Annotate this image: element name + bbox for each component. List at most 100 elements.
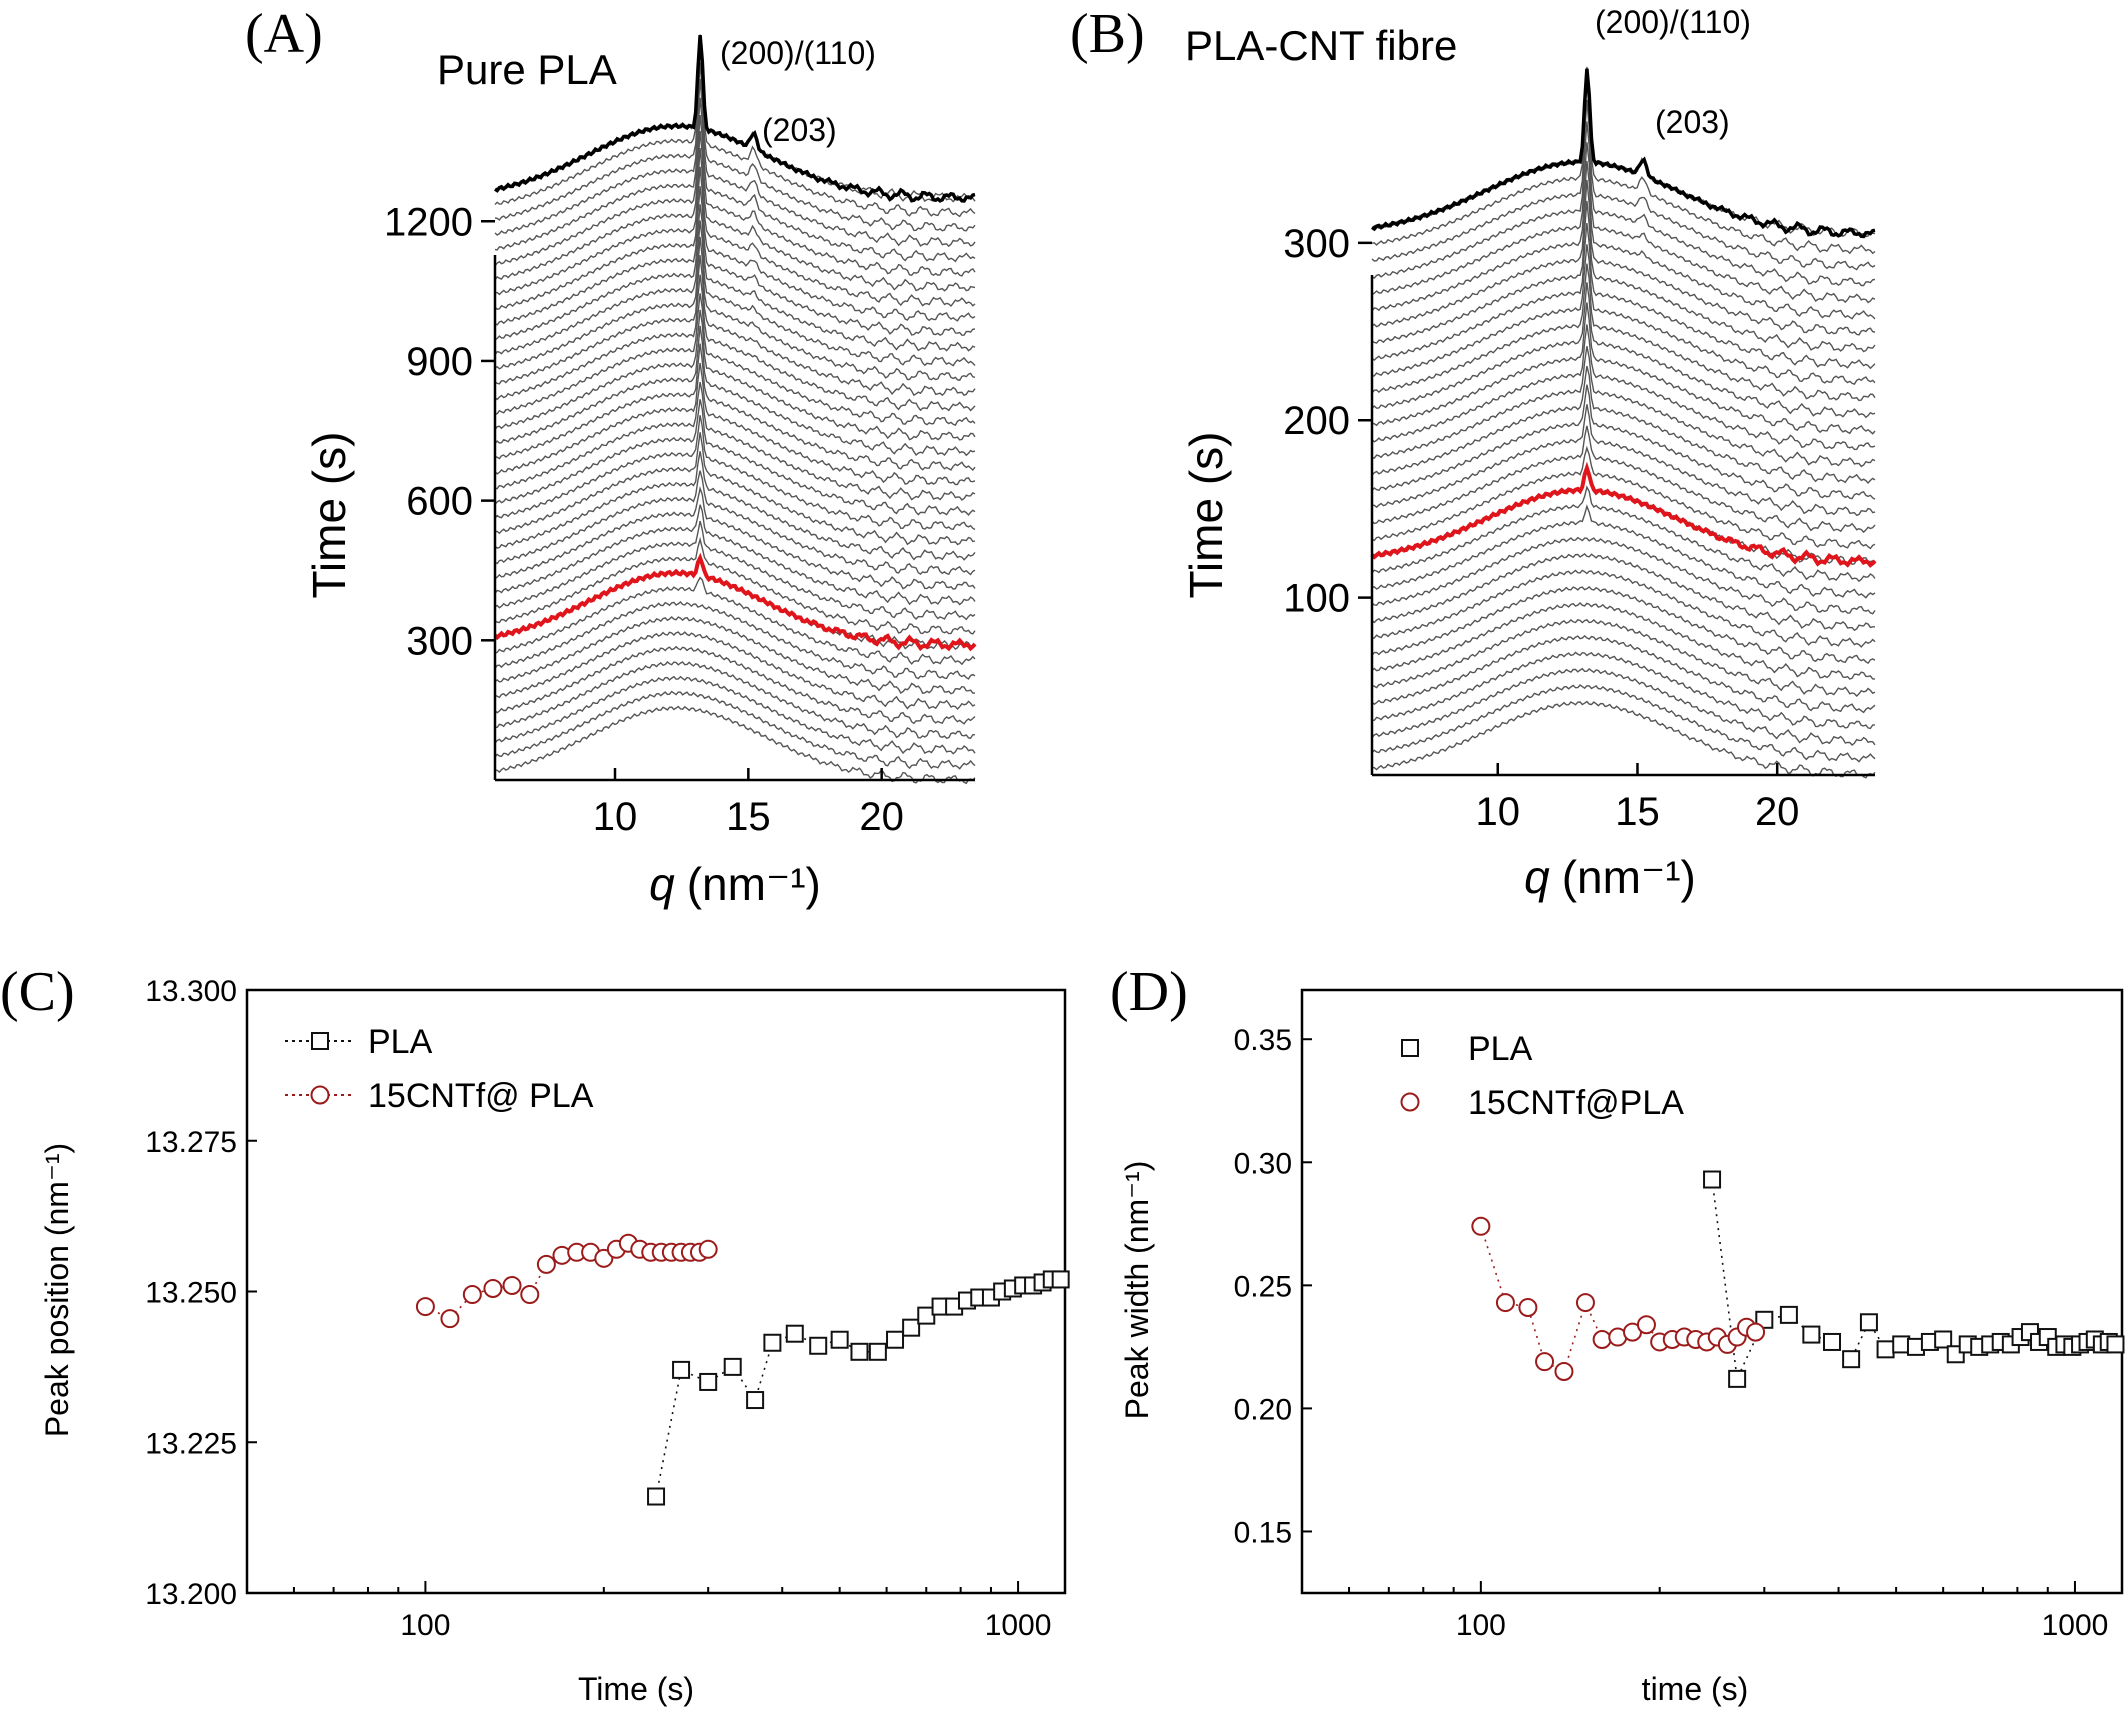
waterfall-trace [1371, 651, 1876, 730]
y-tick-label: 13.300 [145, 975, 237, 1008]
panel-c-legend: PLA 15CNTf@ PLA [285, 1023, 594, 1115]
data-point-cnt [483, 1278, 503, 1298]
waterfall-trace [1371, 602, 1875, 680]
panel-b: (B) PLA-CNT fibre (200)/(110) (203) 100 2… [1070, 3, 1877, 903]
waterfall-trace [494, 631, 976, 711]
panel-c-letter: (C) [0, 961, 75, 1023]
waterfall-trace [494, 451, 976, 561]
panel-d-letter: (D) [1110, 961, 1188, 1023]
waterfall-trace [1371, 346, 1876, 468]
x-tick-label: 100 [400, 1609, 450, 1642]
waterfall-trace [1371, 634, 1876, 714]
y-tick-label: 13.275 [145, 1126, 237, 1159]
waterfall-trace [494, 576, 976, 666]
x-tick-label: 10 [593, 795, 638, 839]
data-point-cnt [1636, 1315, 1656, 1335]
waterfall-trace [494, 415, 976, 531]
waterfall-trace [494, 97, 976, 263]
panel-c-x-label: Time (s) [578, 1671, 694, 1707]
x-tick-label: 20 [1755, 790, 1800, 834]
y-tick-label: 300 [406, 619, 473, 663]
panel-b-traces [1370, 66, 1877, 779]
panel-c-y-label-text: Peak position (nm⁻¹) [39, 1143, 75, 1437]
data-point-cnt [502, 1275, 522, 1295]
waterfall-trace [1371, 160, 1876, 320]
waterfall-trace [494, 204, 976, 352]
data-point-pla [809, 1336, 828, 1355]
data-point-cnt [698, 1239, 718, 1259]
waterfall-trace [1371, 466, 1876, 565]
data-point-cnt [520, 1285, 540, 1305]
data-point-pla [1802, 1325, 1821, 1344]
final-trace [1371, 68, 1876, 239]
panel-d-legend: PLA 15CNTf@PLA [1400, 1030, 1684, 1122]
y-tick-label: 13.200 [145, 1578, 237, 1611]
panel-c-ticks: 13.200 13.225 13.250 13.275 13.300 100 1000 [145, 975, 1051, 1642]
data-point-cnt [1592, 1329, 1612, 1349]
waterfall-trace [495, 661, 976, 739]
waterfall-trace [1371, 425, 1876, 534]
y-tick-label: 0.25 [1234, 1270, 1292, 1303]
y-tick-label: 0.35 [1234, 1024, 1292, 1057]
panel-b-x-label-symbol: q [1524, 851, 1550, 903]
waterfall-trace [1371, 200, 1876, 353]
panel-d-frame [1300, 988, 2124, 1595]
panel-c-y-label: Peak position (nm⁻¹) [39, 1143, 75, 1437]
legend-label-pla: PLA [368, 1023, 433, 1061]
waterfall-trace [494, 675, 976, 755]
data-point-cnt [594, 1248, 614, 1268]
data-point-pla [850, 1342, 869, 1361]
waterfall-trace [494, 62, 976, 232]
waterfall-trace [1371, 552, 1875, 632]
waterfall-trace [1371, 121, 1876, 287]
waterfall-trace [1371, 504, 1876, 599]
data-point-pla [763, 1333, 782, 1352]
legend-marker-cnt [1400, 1092, 1420, 1112]
y-tick-label: 13.250 [145, 1277, 237, 1310]
data-point-pla [886, 1330, 905, 1349]
y-tick-label: 0.30 [1234, 1147, 1292, 1180]
waterfall-trace [494, 236, 976, 381]
panel-a-x-label-unit: (nm⁻¹) [687, 858, 821, 910]
y-tick-label: 900 [406, 340, 473, 384]
legend-label-cnt: 15CNTf@PLA [1468, 1084, 1684, 1122]
panel-c-connector-lines [425, 1242, 1061, 1497]
waterfall-trace [494, 115, 976, 277]
data-point-pla [2106, 1335, 2125, 1354]
waterfall-trace [1371, 384, 1876, 500]
waterfall-trace [1371, 569, 1876, 648]
waterfall-trace [494, 147, 976, 308]
waterfall-trace [494, 432, 976, 546]
data-point-cnt [462, 1285, 482, 1305]
panel-a-ticks: 300 600 900 1200 10 15 20 [384, 200, 904, 839]
panel-b-title: PLA-CNT fibre [1185, 22, 1457, 69]
waterfall-trace [1371, 618, 1876, 697]
waterfall-trace [494, 616, 975, 695]
panel-d-y-label: Peak width (nm⁻¹) [1119, 1161, 1155, 1420]
legend-label-cnt: 15CNTf@ PLA [368, 1077, 594, 1115]
data-point-pla [1859, 1313, 1878, 1332]
x-tick-label: 15 [1615, 790, 1660, 834]
waterfall-trace [494, 293, 976, 426]
series-connector [1480, 1226, 1756, 1373]
waterfall-trace [494, 131, 976, 292]
y-tick-label: 200 [1283, 399, 1350, 443]
waterfall-trace [1371, 244, 1876, 385]
waterfall-trace [1371, 700, 1876, 779]
panel-a-peak-label-203: (203) [762, 112, 837, 148]
waterfall-trace [494, 47, 976, 218]
data-point-cnt [536, 1254, 556, 1274]
waterfall-trace [494, 690, 976, 770]
waterfall-trace [1371, 263, 1876, 402]
final-trace [494, 35, 976, 203]
panel-a-title: Pure PLA [437, 46, 617, 93]
data-point-cnt [1495, 1293, 1515, 1313]
waterfall-trace [494, 343, 976, 472]
panel-d-ticks: 0.15 0.20 0.25 0.30 0.35 100 1000 [1234, 1024, 2109, 1642]
x-tick-label: 1000 [985, 1609, 1052, 1642]
waterfall-trace [1371, 585, 1876, 665]
waterfall-trace [494, 601, 976, 680]
panel-b-peak-label-200-110: (200)/(110) [1595, 4, 1751, 40]
waterfall-trace [494, 381, 976, 501]
data-point-pla [1755, 1310, 1774, 1329]
